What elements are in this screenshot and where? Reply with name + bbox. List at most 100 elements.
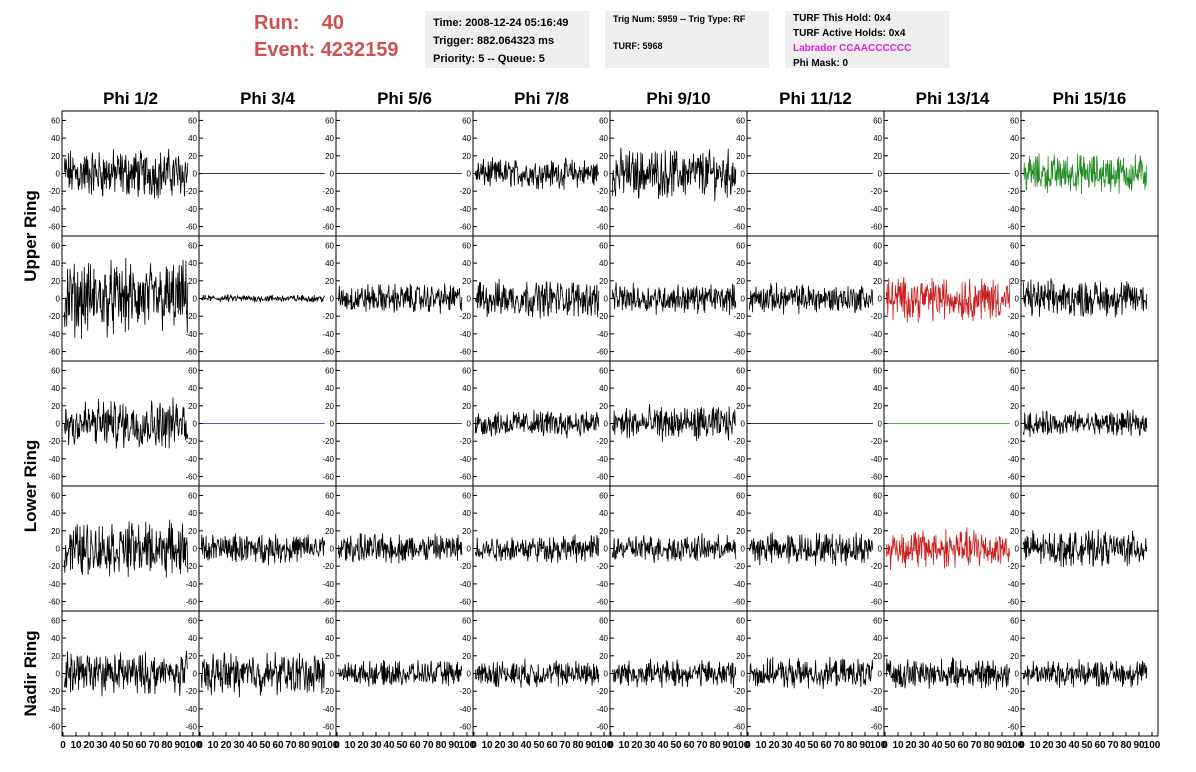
x-tick-label: 50: [944, 740, 956, 751]
waveform-trace: [611, 533, 737, 563]
y-tick-label: 0: [330, 170, 335, 179]
y-tick-label: -40: [459, 580, 471, 589]
run-value: 40: [321, 12, 345, 34]
x-tick-label: 30: [233, 740, 245, 751]
x-tick-label: 0: [60, 740, 66, 751]
x-tick-label: 60: [957, 740, 969, 751]
x-tick-label: 20: [768, 740, 780, 751]
x-tick-label: 10: [1029, 740, 1041, 751]
y-tick-label: 60: [1010, 616, 1019, 625]
y-tick-label: -20: [459, 437, 471, 446]
waveform-trace: [474, 278, 600, 319]
y-tick-label: 60: [873, 491, 882, 500]
x-tick-label: 50: [396, 740, 408, 751]
y-tick-label: 20: [873, 152, 882, 161]
y-tick-label: -40: [870, 705, 882, 714]
y-tick-label: 20: [736, 152, 745, 161]
y-tick-label: 40: [873, 634, 882, 643]
y-tick-label: -40: [596, 580, 608, 589]
y-tick-label: -60: [596, 348, 608, 357]
y-tick-label: 20: [599, 527, 608, 536]
y-tick-label: 40: [599, 259, 608, 268]
y-tick-label: -60: [1007, 723, 1019, 732]
y-tick-label: 0: [193, 670, 198, 679]
y-tick-label: -60: [733, 348, 745, 357]
x-tick-label: 30: [781, 740, 793, 751]
y-tick-label: -40: [48, 455, 60, 464]
x-tick-label: 50: [122, 740, 134, 751]
y-tick-label: 40: [462, 259, 471, 268]
x-tick-label: 0: [608, 740, 614, 751]
y-tick-label: -60: [596, 223, 608, 232]
event-value: 4232159: [320, 39, 399, 61]
y-tick-label: 0: [1015, 545, 1020, 554]
y-tick-label: -40: [322, 330, 334, 339]
waveform-trace: [63, 258, 189, 339]
y-tick-label: -20: [596, 187, 608, 196]
waveform-trace: [474, 409, 600, 439]
y-tick-label: 20: [599, 652, 608, 661]
y-tick-label: 20: [188, 652, 197, 661]
waveform-trace: [885, 277, 1011, 323]
x-tick-label: 40: [520, 740, 532, 751]
y-tick-label: -20: [596, 562, 608, 571]
x-tick-label: 10: [70, 740, 82, 751]
y-tick-label: -20: [185, 687, 197, 696]
y-tick-label: 60: [188, 616, 197, 625]
y-tick-label: -40: [1007, 205, 1019, 214]
waveform-trace: [63, 148, 189, 199]
y-tick-label: -40: [185, 330, 197, 339]
y-tick-label: 40: [325, 634, 334, 643]
waveform-trace: [611, 282, 737, 316]
y-tick-label: 60: [1010, 366, 1019, 375]
x-tick-label: 40: [109, 740, 121, 751]
x-tick-label: 50: [670, 740, 682, 751]
y-tick-label: 0: [193, 170, 198, 179]
y-tick-label: 40: [1010, 509, 1019, 518]
y-tick-label: 20: [736, 402, 745, 411]
y-tick-label: -40: [733, 580, 745, 589]
y-tick-label: 0: [604, 545, 609, 554]
y-tick-label: 20: [51, 527, 60, 536]
y-tick-label: 40: [736, 634, 745, 643]
x-tick-label: 40: [931, 740, 943, 751]
run-label: Run:: [254, 12, 300, 34]
y-tick-label: 60: [325, 491, 334, 500]
y-tick-label: -40: [48, 705, 60, 714]
x-tick-label: 100: [459, 740, 476, 751]
y-tick-label: 60: [462, 116, 471, 125]
x-tick-label: 70: [696, 740, 708, 751]
y-tick-label: -20: [322, 437, 334, 446]
y-tick-label: 20: [1010, 277, 1019, 286]
y-tick-label: -40: [733, 705, 745, 714]
y-tick-label: 20: [873, 277, 882, 286]
x-tick-label: 10: [892, 740, 904, 751]
y-tick-label: -40: [48, 205, 60, 214]
y-tick-label: -60: [322, 473, 334, 482]
y-tick-label: -60: [870, 348, 882, 357]
y-tick-label: 20: [325, 402, 334, 411]
y-tick-label: -60: [48, 723, 60, 732]
y-tick-label: 60: [325, 116, 334, 125]
y-tick-label: -20: [596, 687, 608, 696]
y-tick-label: -60: [733, 473, 745, 482]
y-tick-label: 60: [51, 241, 60, 250]
y-tick-label: -40: [870, 580, 882, 589]
x-tick-label: 80: [983, 740, 995, 751]
y-tick-label: -40: [870, 455, 882, 464]
y-tick-label: 40: [1010, 384, 1019, 393]
x-tick-label: 100: [733, 740, 750, 751]
x-tick-label: 80: [709, 740, 721, 751]
y-tick-label: 0: [467, 545, 472, 554]
y-tick-label: 60: [599, 241, 608, 250]
y-tick-label: -20: [185, 437, 197, 446]
trigger-text: Trigger: 882.064323 ms: [433, 35, 555, 47]
x-tick-label: 80: [161, 740, 173, 751]
y-tick-label: 0: [1015, 670, 1020, 679]
y-tick-label: 20: [325, 527, 334, 536]
y-tick-label: 0: [741, 170, 746, 179]
y-tick-label: 0: [1015, 295, 1020, 304]
y-tick-label: 60: [188, 491, 197, 500]
x-tick-label: 10: [755, 740, 767, 751]
run-line: Run: 40: [254, 10, 399, 37]
